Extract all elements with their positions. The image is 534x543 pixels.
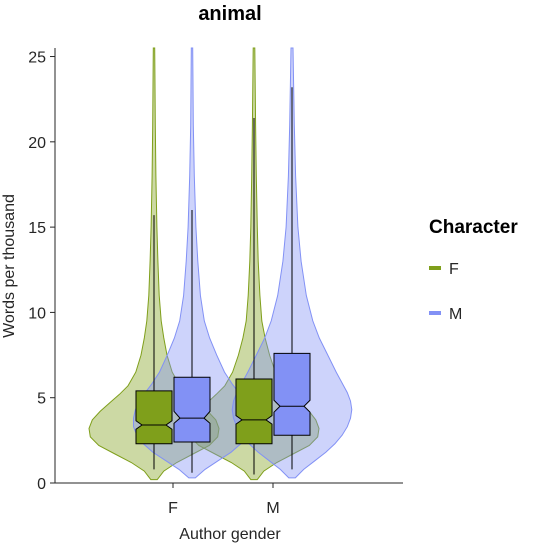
box-f-char-m-author [235,378,273,445]
box-m-char-f-author [173,376,211,443]
y-tick-label: 15 [28,220,46,237]
legend: FM [429,261,462,323]
y-tick-label: 25 [28,50,46,67]
y-tick-label: 20 [28,135,46,152]
x-tick-label: F [168,500,178,517]
box-f-char-f-author [135,390,173,445]
y-tick-label: 5 [37,391,46,408]
y-axis: 0 5 10 15 20 25 [28,48,56,493]
y-tick-label: 0 [37,476,46,493]
y-tick-label: 10 [28,305,46,322]
x-tick-label: M [266,500,279,517]
legend-label-m: M [449,306,462,323]
x-axis-label: Author gender [179,526,281,543]
chart-title: animal [198,3,261,25]
y-axis-label: Words per thousand [1,194,18,338]
legend-title: Character [429,217,518,238]
plot-area [88,47,353,481]
legend-label-f: F [449,261,459,278]
box-m-char-m-author [273,352,311,436]
